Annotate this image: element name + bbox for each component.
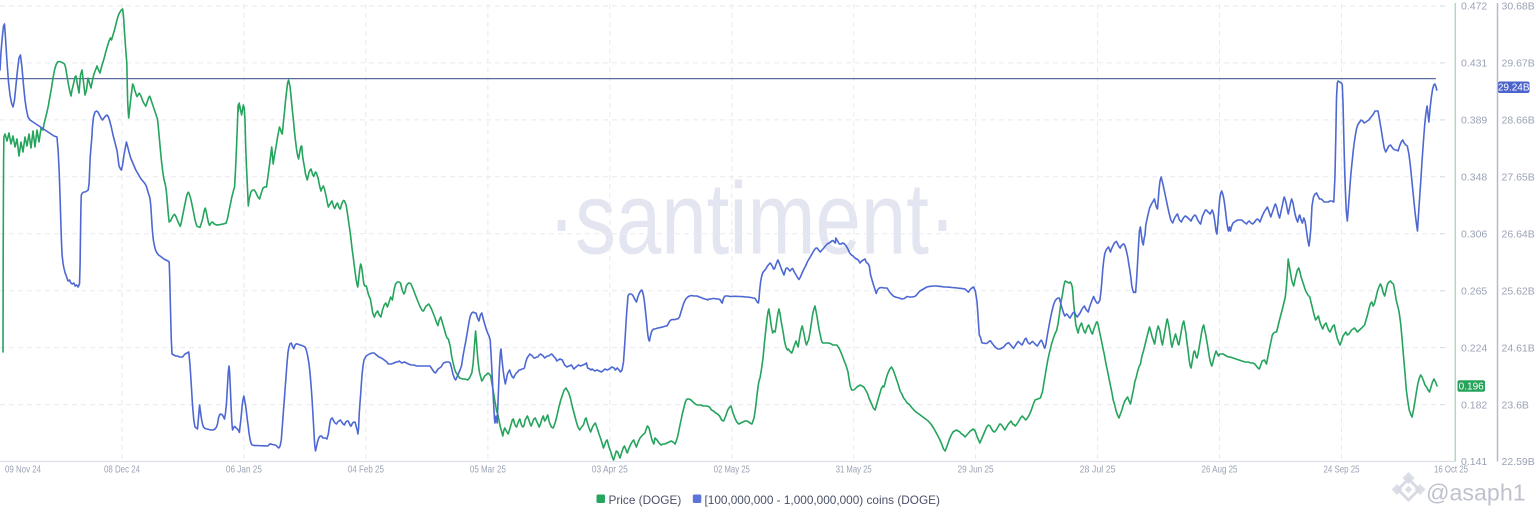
svg-text:0.431: 0.431 [1461, 58, 1487, 70]
svg-text:31 May 25: 31 May 25 [836, 464, 872, 476]
svg-text:0.472: 0.472 [1461, 1, 1487, 13]
svg-text:0.141: 0.141 [1461, 456, 1487, 468]
svg-text:06 Jan 25: 06 Jan 25 [226, 464, 262, 476]
svg-text:29 Jun 25: 29 Jun 25 [958, 464, 994, 476]
svg-text:24 Sep 25: 24 Sep 25 [1324, 464, 1360, 476]
svg-text:·santiment·: ·santiment· [548, 161, 956, 276]
svg-text:04 Feb 25: 04 Feb 25 [348, 464, 384, 476]
svg-text:30.68B: 30.68B [1502, 1, 1535, 13]
svg-text:24.61B: 24.61B [1502, 342, 1535, 354]
svg-text:05 Mar 25: 05 Mar 25 [470, 464, 506, 476]
svg-text:Price (DOGE): Price (DOGE) [609, 493, 682, 507]
svg-text:02 May 25: 02 May 25 [714, 464, 750, 476]
svg-text:28 Jul 25: 28 Jul 25 [1080, 464, 1116, 476]
svg-text:0.265: 0.265 [1461, 285, 1487, 297]
svg-text:03 Apr 25: 03 Apr 25 [592, 464, 628, 476]
svg-text:09 Nov 24: 09 Nov 24 [5, 464, 41, 476]
svg-text:26.64B: 26.64B [1502, 229, 1535, 241]
svg-text:29.67B: 29.67B [1502, 58, 1535, 70]
svg-text:08 Dec 24: 08 Dec 24 [104, 464, 140, 476]
svg-text:0.389: 0.389 [1461, 115, 1487, 127]
svg-text:28.66B: 28.66B [1502, 115, 1535, 127]
svg-text:0.348: 0.348 [1461, 172, 1487, 184]
svg-text:26 Aug 25: 26 Aug 25 [1202, 464, 1238, 476]
svg-text:0.224: 0.224 [1461, 342, 1487, 354]
svg-text:0.196: 0.196 [1459, 381, 1484, 392]
svg-text:0.182: 0.182 [1461, 399, 1487, 411]
svg-text:29.24B: 29.24B [1498, 83, 1530, 94]
svg-text:23.6B: 23.6B [1502, 399, 1529, 411]
svg-text:16 Oct 25: 16 Oct 25 [1434, 464, 1468, 476]
svg-text:22.59B: 22.59B [1502, 456, 1535, 468]
svg-text:@asaph1: @asaph1 [1426, 480, 1526, 506]
svg-text:[100,000,000 - 1,000,000,000): [100,000,000 - 1,000,000,000) coins (DOG… [705, 493, 940, 507]
svg-text:27.65B: 27.65B [1502, 172, 1535, 184]
svg-text:0.306: 0.306 [1461, 229, 1487, 241]
svg-text:25.62B: 25.62B [1502, 285, 1535, 297]
